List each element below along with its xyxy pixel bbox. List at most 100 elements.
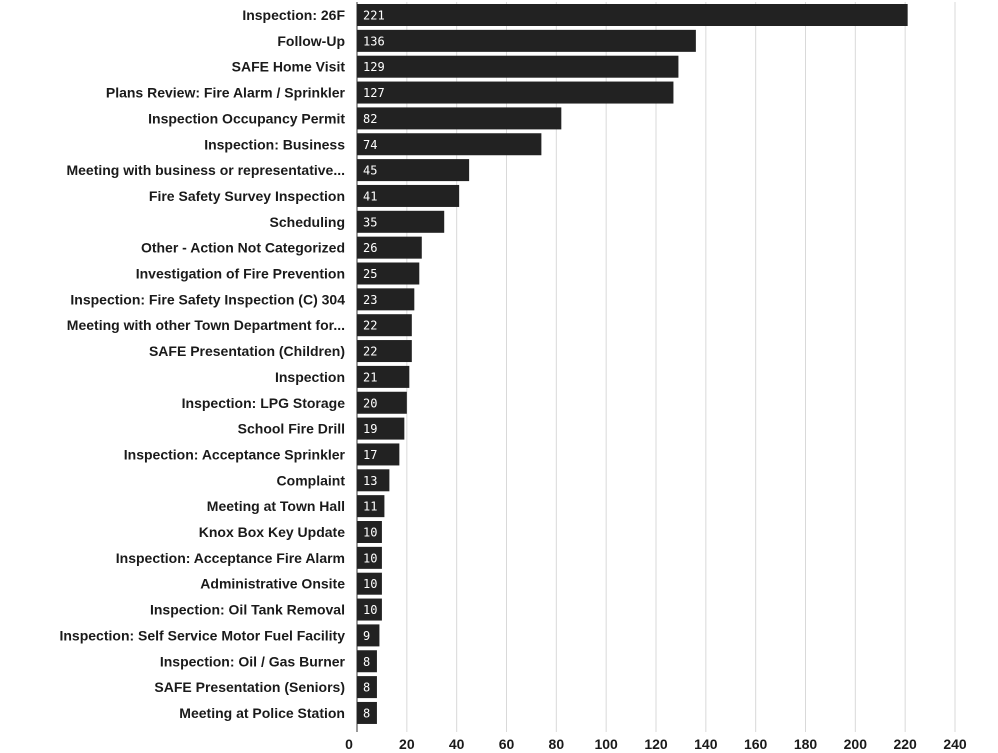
category-label: SAFE Presentation (Children) [149,343,345,359]
category-label: SAFE Home Visit [232,59,346,75]
bar-value-label: 22 [363,319,377,333]
bar [357,572,382,595]
bar [357,55,679,78]
bar [357,624,380,647]
category-label: Inspection: Business [204,136,345,152]
bar [357,29,696,52]
category-label: Complaint [277,472,346,488]
category-label: Meeting with business or representative.… [66,162,345,178]
bar-value-label: 11 [363,500,377,514]
bar-row: 13 [357,469,390,492]
category-label: Inspection Occupancy Permit [148,110,345,126]
category-label: Knox Box Key Update [199,524,345,540]
category-label: Plans Review: Fire Alarm / Sprinkler [106,85,346,101]
x-tick-label: 120 [644,736,668,752]
category-label-layer: Inspection: 26F Follow-Up SAFE Home Visit P… [59,7,345,721]
bar-row: 10 [357,546,382,569]
bar [357,650,377,673]
x-tick-label: 220 [893,736,917,752]
bar-layer: 221 136 129 127 82 74 45 41 35 26 25 23 22 22 21 20 19 17… [357,4,908,724]
category-label: School Fire Drill [238,421,345,437]
bar-row: 82 [357,107,562,130]
bar-row: 17 [357,443,400,466]
bar-value-label: 17 [363,448,377,462]
bar [357,210,445,233]
bar-row: 9 [357,624,380,647]
bar-value-label: 10 [363,526,377,540]
bar-value-label: 10 [363,603,377,617]
x-tick-label: 180 [794,736,818,752]
bar [357,314,412,337]
category-label: Inspection: Self Service Motor Fuel Faci… [59,627,345,643]
bar-value-label: 20 [363,396,377,410]
bar-value-label: 129 [363,60,385,74]
category-label: Inspection: 26F [242,7,345,23]
bar-row: 74 [357,133,542,156]
bar-value-label: 35 [363,215,377,229]
category-label: Scheduling [270,214,345,230]
bar-value-label: 74 [363,138,377,152]
bar-row: 45 [357,159,470,182]
bar-row: 10 [357,572,382,595]
bar [357,159,470,182]
bar-value-label: 9 [363,629,370,643]
x-tick-label: 200 [844,736,868,752]
category-label: Fire Safety Survey Inspection [149,188,345,204]
bar-value-label: 8 [363,655,370,669]
bar-row: 8 [357,701,377,724]
bar-row: 20 [357,391,407,414]
category-label: Meeting at Town Hall [207,498,345,514]
x-axis-tick-layer: 0 20 40 60 80 100 120 140 160 180 200 220 240 [345,736,967,752]
bar [357,236,422,259]
bar-row: 8 [357,650,377,673]
bar-row: 129 [357,55,679,78]
category-label: Inspection: Oil Tank Removal [150,602,345,618]
bar [357,81,674,104]
bar-row: 11 [357,495,385,518]
bar-row: 26 [357,236,422,259]
bar-value-label: 10 [363,577,377,591]
bar-value-label: 82 [363,112,377,126]
x-tick-label: 240 [943,736,967,752]
x-tick-label: 0 [345,736,353,752]
bar [357,184,460,207]
x-tick-label: 60 [499,736,515,752]
bar [357,443,400,466]
category-label: Investigation of Fire Prevention [136,266,345,282]
bar-row: 41 [357,184,460,207]
bar-value-label: 26 [363,241,377,255]
bar-row: 21 [357,365,410,388]
bar-row: 221 [357,4,908,26]
category-label: Follow-Up [277,33,345,49]
x-tick-label: 100 [594,736,618,752]
bar-value-label: 8 [363,706,370,720]
bar [357,701,377,724]
bar-value-label: 25 [363,267,377,281]
x-tick-label: 20 [399,736,415,752]
bar [357,417,405,440]
category-label: Administrative Onsite [200,576,345,592]
bar-row: 10 [357,598,382,621]
bar-value-label: 136 [363,34,385,48]
bar-value-label: 45 [363,164,377,178]
bar [357,391,407,414]
category-label: Meeting with other Town Department for..… [67,317,345,333]
x-tick-label: 80 [549,736,565,752]
bar [357,469,390,492]
bar-row: 127 [357,81,674,104]
bar [357,676,377,699]
bar-row: 19 [357,417,405,440]
bar-value-label: 41 [363,189,377,203]
bar-value-label: 127 [363,86,385,100]
bar-row: 136 [357,29,696,52]
bar [357,288,415,311]
x-tick-label: 40 [449,736,465,752]
bar-value-label: 22 [363,345,377,359]
bar [357,546,382,569]
bar-row: 23 [357,288,415,311]
bar [357,598,382,621]
bar-value-label: 10 [363,551,377,565]
category-label: Inspection [275,369,345,385]
